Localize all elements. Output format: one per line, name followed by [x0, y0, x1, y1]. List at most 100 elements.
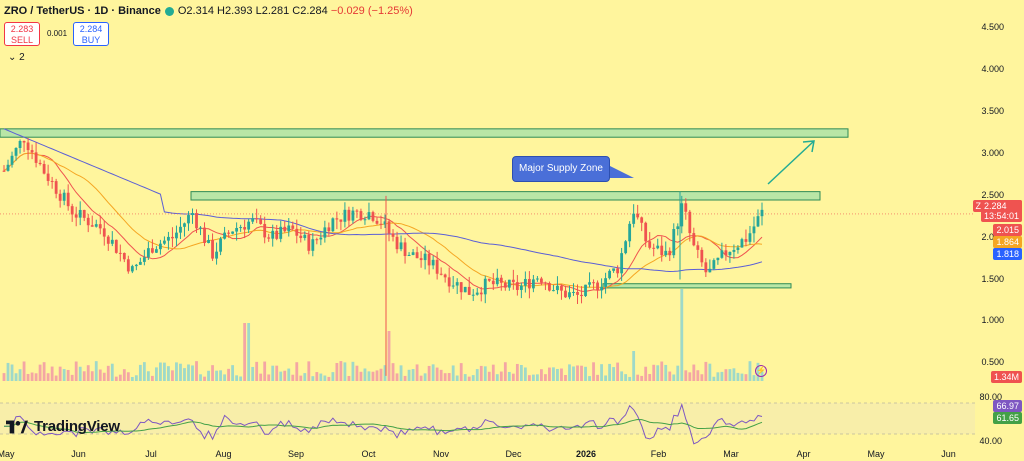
volume-bar	[138, 364, 142, 381]
volume-bar	[335, 363, 339, 381]
candle-body	[18, 140, 22, 148]
volume-bar	[640, 375, 644, 381]
volume-bar	[375, 370, 379, 381]
volume-bar	[331, 372, 335, 381]
candle-body	[624, 241, 628, 254]
tradingview-logo[interactable]: TradingView	[6, 418, 120, 435]
candle-body	[740, 239, 744, 248]
volume-bar	[114, 376, 118, 381]
candle-body	[271, 230, 275, 239]
volume-bar	[291, 374, 295, 381]
volume-bar	[255, 361, 259, 381]
volume-bar	[592, 362, 595, 381]
candle-body	[98, 224, 102, 229]
candle-body	[110, 239, 114, 244]
volume-bar	[455, 375, 459, 381]
x-tick-label: Jun	[71, 449, 86, 459]
volume-bar	[540, 369, 543, 381]
candle-body	[251, 218, 255, 222]
volume-bar	[283, 370, 287, 381]
volume-bar	[195, 361, 198, 381]
x-tick-label: Mar	[723, 449, 739, 459]
volume-bar	[399, 365, 403, 381]
candle-body	[459, 282, 463, 293]
volume-bar	[503, 362, 507, 381]
sell-label: SELL	[10, 35, 34, 45]
volume-bar	[443, 373, 447, 381]
candle-body	[167, 236, 170, 241]
candle-body	[732, 249, 736, 252]
volume-bar	[327, 376, 331, 381]
candle-body	[704, 262, 708, 273]
candle-body	[375, 220, 379, 224]
candle-body	[54, 181, 58, 194]
arrow-head	[802, 140, 815, 153]
volume-bar	[78, 366, 82, 381]
sell-button[interactable]: 2.283 SELL	[4, 22, 40, 46]
ma-fast-tag: 2.015	[993, 224, 1022, 236]
supply-zone-callout[interactable]: Major Supply Zone	[512, 156, 610, 182]
volume-bar	[523, 367, 527, 381]
y-tick-label: 3.500	[981, 106, 1004, 117]
volume-bar	[395, 373, 399, 381]
candle-body	[451, 285, 455, 287]
candle-body	[644, 222, 648, 242]
candle-body	[483, 278, 487, 295]
candle-body	[227, 232, 230, 234]
candle-body	[22, 140, 26, 143]
volume-bar	[14, 373, 18, 381]
candle-body	[660, 245, 664, 256]
volume-bar	[247, 323, 251, 381]
buy-button[interactable]: 2.284 BUY	[73, 22, 109, 46]
volume-bar	[371, 371, 375, 381]
candle-body	[708, 268, 712, 273]
y-tick-label: 2.000	[981, 232, 1004, 242]
volume-bar	[263, 361, 267, 381]
volume-bar	[26, 373, 30, 381]
volume-bar	[447, 373, 451, 381]
volume-bar	[34, 373, 38, 381]
candle-body	[471, 294, 475, 296]
candle-body	[632, 213, 636, 224]
close-value: C2.284	[292, 5, 328, 17]
volume-bar	[275, 365, 279, 381]
volume-bar	[463, 374, 467, 381]
volume-bar	[411, 369, 415, 381]
candle-body	[203, 227, 206, 243]
sell-price: 2.283	[10, 24, 34, 34]
candle-body	[347, 209, 351, 221]
candle-body	[584, 284, 587, 297]
volume-bar	[58, 366, 62, 381]
volume-bar	[10, 364, 14, 381]
candle-body	[756, 216, 760, 227]
indicators-toggle[interactable]: ⌄ 2	[8, 52, 25, 63]
candle-body	[527, 278, 531, 289]
candle-body	[219, 238, 222, 252]
volume-bar	[624, 374, 628, 381]
candle-body	[359, 211, 363, 220]
volume-bar	[359, 371, 363, 381]
candle-body	[74, 214, 78, 218]
candle-body	[70, 206, 74, 215]
candle-body	[455, 282, 459, 286]
volume-bar	[18, 369, 22, 381]
candle-body	[155, 249, 158, 253]
volume-bar	[142, 362, 146, 381]
x-tick-label: May	[0, 449, 15, 459]
symbol-title[interactable]: ZRO / TetherUS · 1D · Binance	[4, 5, 161, 17]
low-value: L2.281	[255, 5, 290, 17]
volume-bar	[183, 368, 186, 381]
volume-bar	[736, 372, 740, 381]
ma-mid-line	[3, 152, 763, 288]
candle-body	[411, 252, 415, 255]
candle-body	[572, 291, 575, 293]
volume-bar	[660, 361, 664, 381]
candle-body	[556, 285, 559, 291]
buy-price: 2.284	[79, 24, 103, 34]
flash-icon[interactable]: ⚡	[755, 365, 767, 377]
candle-body	[307, 234, 311, 251]
volume-bar	[86, 365, 90, 381]
volume-bar	[106, 365, 110, 381]
volume-tag: 1.34M	[990, 371, 1022, 383]
